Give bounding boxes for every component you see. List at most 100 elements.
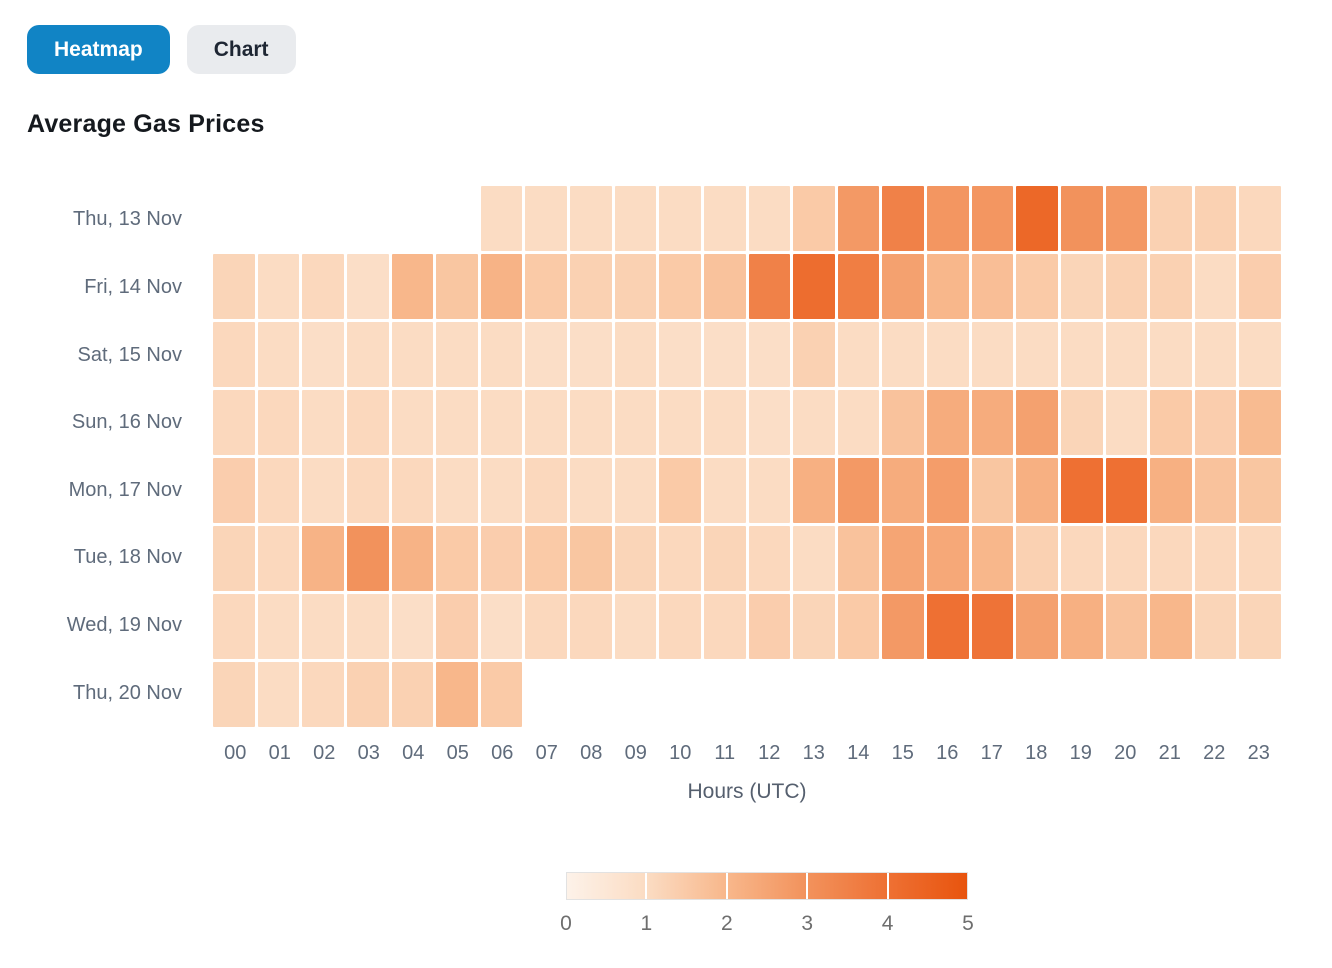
legend-tick-label: 0 bbox=[560, 912, 572, 935]
heatmap-cell bbox=[748, 322, 791, 387]
hour-label: 15 bbox=[891, 742, 914, 764]
heatmap-cell bbox=[1150, 322, 1192, 387]
heatmap-cell bbox=[257, 322, 300, 387]
heatmap-cell bbox=[748, 390, 791, 455]
heatmap-cell bbox=[748, 458, 791, 523]
heatmap-cell bbox=[971, 186, 1014, 251]
heatmap-cell-empty bbox=[615, 662, 657, 727]
heatmap-cell bbox=[391, 322, 434, 387]
heatmap-cell bbox=[793, 186, 835, 251]
heatmap-cell bbox=[570, 186, 612, 251]
legend-gradient-segment bbox=[647, 873, 726, 899]
heatmap-cell bbox=[1016, 322, 1058, 387]
heatmap-cell bbox=[927, 322, 969, 387]
heatmap-cell bbox=[882, 526, 924, 591]
hour-label: 11 bbox=[714, 742, 736, 764]
chart-title: Average Gas Prices bbox=[27, 110, 265, 138]
heatmap-cell bbox=[213, 322, 255, 387]
heatmap-cell bbox=[436, 390, 478, 455]
heatmap-cell bbox=[525, 594, 567, 659]
heatmap-cell bbox=[793, 254, 835, 319]
heatmap-cell bbox=[525, 322, 567, 387]
heatmap-cell bbox=[614, 594, 657, 659]
heatmap-cell bbox=[391, 254, 434, 319]
heatmap-cell bbox=[659, 254, 701, 319]
row-label: Wed, 19 Nov bbox=[66, 614, 182, 637]
heatmap-cell bbox=[302, 254, 344, 319]
heatmap-cell bbox=[971, 594, 1014, 659]
heatmap-cell bbox=[1105, 186, 1148, 251]
heatmap-cell bbox=[748, 254, 791, 319]
heatmap-cell-empty bbox=[570, 662, 612, 727]
heatmap-cell bbox=[1150, 254, 1192, 319]
heatmap-cell bbox=[1060, 594, 1103, 659]
heatmap-cell bbox=[1194, 390, 1237, 455]
heatmap-cell bbox=[927, 526, 969, 591]
heatmap-cell bbox=[480, 390, 523, 455]
heatmap-cell-empty bbox=[347, 186, 389, 251]
heatmap-cell bbox=[837, 458, 880, 523]
heatmap-cell bbox=[480, 594, 523, 659]
heatmap-cell bbox=[659, 322, 701, 387]
heatmap-cell bbox=[1150, 458, 1192, 523]
heatmap-cell bbox=[837, 322, 880, 387]
heatmap-cell bbox=[837, 594, 880, 659]
heatmap-cell-empty bbox=[1061, 662, 1103, 727]
row-label: Thu, 20 Nov bbox=[73, 681, 182, 704]
hour-label: 03 bbox=[357, 742, 380, 764]
heatmap-cell bbox=[703, 526, 746, 591]
heatmap-cell bbox=[703, 254, 746, 319]
heatmap-cell bbox=[1239, 390, 1281, 455]
heatmap-cell bbox=[927, 390, 969, 455]
heatmap-cell bbox=[793, 594, 835, 659]
heatmap-cell bbox=[614, 186, 657, 251]
heatmap-cell bbox=[257, 526, 300, 591]
legend-gradient-segment bbox=[888, 873, 968, 899]
heatmap-cell bbox=[257, 662, 300, 727]
heatmap-cell bbox=[213, 458, 255, 523]
heatmap-cell bbox=[213, 662, 255, 727]
row-label: Mon, 17 Nov bbox=[68, 478, 182, 501]
heatmap-cell-empty bbox=[838, 662, 880, 727]
heatmap-cell bbox=[614, 322, 657, 387]
hour-label: 18 bbox=[1025, 742, 1048, 764]
heatmap-cell bbox=[436, 526, 478, 591]
heatmap-cell bbox=[659, 594, 701, 659]
hour-label: 17 bbox=[980, 742, 1003, 764]
color-legend-ticks: 0 1 2 3 4 5 bbox=[560, 912, 974, 942]
heatmap-cell-empty bbox=[1150, 662, 1192, 727]
heatmap-cell bbox=[927, 594, 969, 659]
heatmap-cell bbox=[748, 526, 791, 591]
heatmap-cell bbox=[1239, 186, 1281, 251]
color-legend-bar bbox=[566, 872, 968, 900]
heatmap-cell bbox=[213, 526, 255, 591]
heatmap-cell bbox=[391, 458, 434, 523]
heatmap-cell bbox=[436, 254, 478, 319]
hour-label: 16 bbox=[936, 742, 959, 764]
row-label: Sun, 16 Nov bbox=[71, 411, 182, 434]
heatmap-cell-empty bbox=[659, 662, 701, 727]
heatmap-cell bbox=[1150, 186, 1192, 251]
heatmap-cell bbox=[1060, 254, 1103, 319]
heatmap-cell bbox=[1150, 594, 1192, 659]
heatmap-cell bbox=[570, 322, 612, 387]
heatmap-cell bbox=[971, 526, 1014, 591]
heatmap-cell bbox=[1105, 526, 1148, 591]
chart-tab-button[interactable]: Chart bbox=[186, 25, 296, 74]
heatmap-cell bbox=[703, 458, 746, 523]
heatmap-cell bbox=[1060, 322, 1103, 387]
heatmap-cell-empty bbox=[1195, 662, 1237, 727]
heatmap-grid bbox=[213, 186, 1281, 727]
heatmap-cell bbox=[793, 526, 835, 591]
heatmap-cell-empty bbox=[1239, 662, 1281, 727]
hour-label: 22 bbox=[1203, 742, 1226, 764]
heatmap-cell bbox=[793, 322, 835, 387]
heatmap-cell bbox=[1060, 390, 1103, 455]
heatmap-tab-button[interactable]: Heatmap bbox=[27, 25, 170, 74]
heatmap-cell bbox=[927, 254, 969, 319]
heatmap-cell-empty bbox=[392, 186, 434, 251]
heatmap-cell bbox=[793, 458, 835, 523]
heatmap-cell bbox=[1016, 390, 1058, 455]
heatmap-cell-empty bbox=[302, 186, 344, 251]
heatmap-cell bbox=[570, 390, 612, 455]
